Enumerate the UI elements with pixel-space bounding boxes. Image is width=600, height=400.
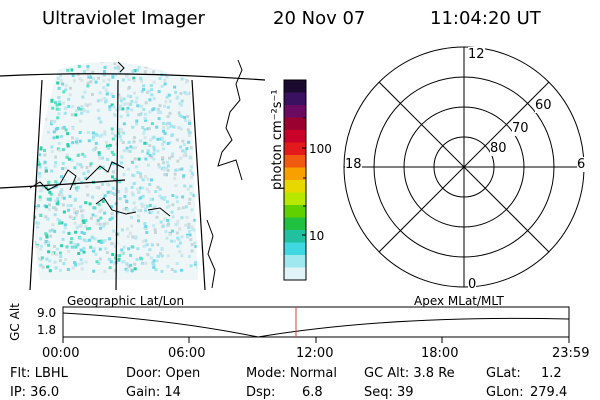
time-tick-1200: 12:00 — [296, 346, 334, 361]
timeline-ticks — [62, 337, 570, 343]
instrument-title: Ultraviolet Imager — [42, 8, 205, 29]
mlt-label-bottom: 0 — [468, 277, 477, 292]
gc-alt-timeline — [62, 306, 570, 343]
colorbar-ticks — [302, 117, 306, 236]
intensity-colorbar — [283, 79, 307, 281]
coastlines — [29, 59, 243, 289]
ip-info: IP: 36.0 — [10, 385, 60, 400]
time-tick-0000: 00:00 — [42, 346, 80, 361]
timeline-right-caption: Apex MLat/MLT — [414, 294, 504, 308]
door-info: Door: Open — [126, 366, 201, 381]
colorbar-cell — [284, 117, 306, 131]
mlt-label-right: 6 — [577, 157, 586, 172]
mlat-label-70: 70 — [512, 121, 529, 136]
gain-info: Gain: 14 — [126, 385, 181, 400]
gc-alt-min: 1.8 — [37, 323, 57, 337]
colorbar-cell — [284, 255, 306, 268]
mlt-label-left: 18 — [345, 157, 362, 172]
colorbar-cell — [284, 267, 306, 281]
colorbar-cell — [284, 80, 306, 93]
gc-alt-max: 9.0 — [37, 306, 57, 320]
dsp-label: Dsp: — [246, 385, 276, 400]
mlat-label-80: 80 — [490, 141, 507, 156]
orbit-altitude-curve — [62, 312, 570, 338]
timeline-left-caption: Geographic Lat/Lon — [67, 294, 185, 308]
image-time: 11:04:20 UT — [430, 8, 541, 29]
colorbar-cell — [284, 155, 306, 168]
colorbar-cell — [284, 92, 306, 106]
colorbar-tick-10: 10 — [309, 229, 325, 243]
dsp-value: 6.8 — [302, 385, 323, 400]
mlt-label-top: 12 — [468, 47, 485, 62]
time-tick-1800: 18:00 — [421, 346, 459, 361]
colorbar-cell — [284, 180, 306, 193]
time-tick-2359: 23:59 — [552, 346, 590, 361]
seq-info: Seq: 39 — [364, 385, 414, 400]
colorbar-cell — [284, 130, 306, 143]
filter-info: Flt: LBHL — [10, 366, 68, 381]
polar-diagonal-2 — [378, 81, 550, 253]
glon-value: 279.4 — [530, 385, 568, 400]
glat-label: GLat: — [486, 366, 521, 381]
colorbar-cell — [284, 230, 306, 243]
glon-label: GLon: — [486, 385, 524, 400]
colorbar-cell — [284, 242, 306, 256]
glat-value: 1.2 — [541, 366, 562, 381]
gc-alt-axis-label: GC Alt — [7, 303, 22, 341]
colorbar-cell — [284, 192, 306, 206]
mode-info: Mode: Normal — [246, 366, 337, 381]
colorbar-cell — [284, 142, 306, 156]
colorbar-cell — [284, 205, 306, 218]
colorbar-tick-100: 100 — [309, 142, 332, 156]
image-date: 20 Nov 07 — [273, 8, 366, 29]
geo-grid-lines — [0, 73, 265, 290]
colorbar-unit-label: photon cm⁻²s⁻¹ — [270, 89, 285, 190]
polar-mlt-plot — [343, 46, 585, 288]
colorbar-cell — [284, 105, 306, 118]
colorbar-cell — [284, 167, 306, 181]
time-tick-0600: 06:00 — [168, 346, 206, 361]
gc-alt-info: GC Alt: 3.8 Re — [364, 366, 455, 381]
mlat-label-60: 60 — [535, 98, 552, 113]
colorbar-cell — [284, 217, 306, 231]
uv-image-panel — [0, 59, 265, 290]
